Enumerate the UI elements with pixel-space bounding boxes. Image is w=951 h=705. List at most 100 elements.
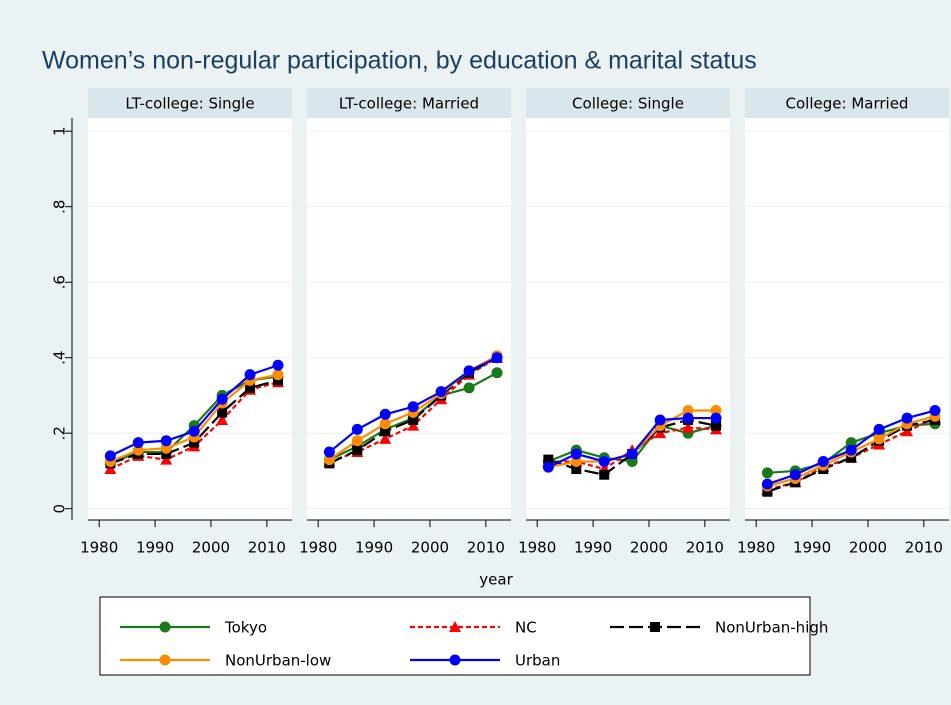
x-tick-label: 1990 (355, 539, 393, 557)
marker (873, 433, 885, 445)
y-tick-label: .6 (51, 275, 69, 289)
x-tick-label: 2000 (411, 539, 449, 557)
x-tick-label: 1990 (574, 539, 612, 557)
panel-header (307, 88, 511, 118)
marker (626, 448, 638, 460)
marker (682, 405, 694, 417)
y-tick-label: .4 (51, 351, 69, 365)
marker (846, 452, 857, 463)
x-tick-label: 2010 (905, 539, 943, 557)
marker (132, 437, 144, 449)
legend-marker (650, 622, 660, 632)
marker (273, 375, 284, 386)
marker (789, 469, 801, 481)
marker (598, 455, 610, 467)
marker (435, 386, 447, 398)
legend-marker (159, 654, 171, 666)
marker (654, 427, 667, 439)
marker (272, 369, 284, 381)
marker (491, 352, 503, 364)
x-tick-label: 1990 (136, 539, 174, 557)
marker (216, 393, 228, 405)
marker (161, 448, 172, 459)
marker (845, 437, 857, 449)
marker (491, 367, 503, 379)
marker (682, 412, 694, 424)
x-tick-label: 1980 (80, 539, 118, 557)
marker (244, 369, 256, 381)
marker (762, 486, 773, 497)
marker (379, 418, 391, 430)
marker (542, 461, 554, 473)
marker (407, 419, 420, 431)
marker (710, 405, 722, 417)
x-tick-label: 2010 (686, 539, 724, 557)
x-tick-label: 2000 (192, 539, 230, 557)
marker (408, 414, 419, 425)
marker (817, 455, 829, 467)
panel-title: College: Single (572, 95, 684, 113)
marker (463, 382, 475, 394)
marker (272, 359, 284, 371)
y-tick-label: 0 (51, 504, 69, 514)
panel-header (526, 88, 730, 118)
marker (189, 437, 200, 448)
x-tick-label: 2000 (630, 539, 668, 557)
marker (543, 454, 554, 465)
panel-header (745, 88, 949, 118)
y-tick-label: .8 (51, 200, 69, 214)
legend-label: NonUrban-high (715, 619, 828, 637)
marker (570, 455, 582, 467)
marker (160, 442, 172, 454)
marker (901, 412, 913, 424)
legend-label: NonUrban-low (225, 652, 331, 670)
marker (352, 445, 363, 456)
marker (710, 412, 722, 424)
marker (761, 478, 773, 490)
marker (104, 450, 116, 462)
marker (599, 469, 610, 480)
marker (654, 414, 666, 426)
marker (323, 454, 335, 466)
marker (188, 425, 200, 437)
legend-marker (449, 621, 461, 632)
chart-title: Women’s non-regular participation, by ed… (42, 47, 757, 75)
marker (379, 408, 391, 420)
marker (901, 425, 914, 437)
marker (351, 423, 363, 435)
marker (407, 401, 419, 413)
legend-marker (449, 654, 461, 666)
legend-marker (159, 621, 171, 633)
marker (571, 464, 582, 475)
panel-title: LT-college: Married (339, 95, 479, 113)
marker (104, 463, 117, 475)
x-tick-label: 1980 (299, 539, 337, 557)
marker (323, 446, 335, 458)
y-tick-label: 1 (51, 126, 69, 136)
x-tick-label: 1980 (737, 539, 775, 557)
marker (160, 453, 173, 465)
marker (682, 421, 695, 433)
legend-label: Tokyo (224, 619, 267, 637)
y-tick-label: .2 (51, 426, 69, 440)
x-tick-label: 1980 (518, 539, 556, 557)
x-tick-label: 2000 (849, 539, 887, 557)
panel-title: LT-college: Single (125, 95, 254, 113)
panel-header (88, 88, 292, 118)
x-tick-label: 2010 (248, 539, 286, 557)
marker (570, 448, 582, 460)
marker (845, 444, 857, 456)
marker (929, 405, 941, 417)
legend-label: Urban (515, 652, 560, 670)
plot-area (88, 118, 292, 520)
marker (711, 420, 722, 431)
legend-label: NC (515, 619, 537, 637)
marker (132, 444, 144, 456)
marker (761, 467, 773, 479)
marker (873, 423, 885, 435)
panel-title: College: Married (786, 95, 909, 113)
marker (380, 426, 391, 437)
marker (351, 435, 363, 447)
